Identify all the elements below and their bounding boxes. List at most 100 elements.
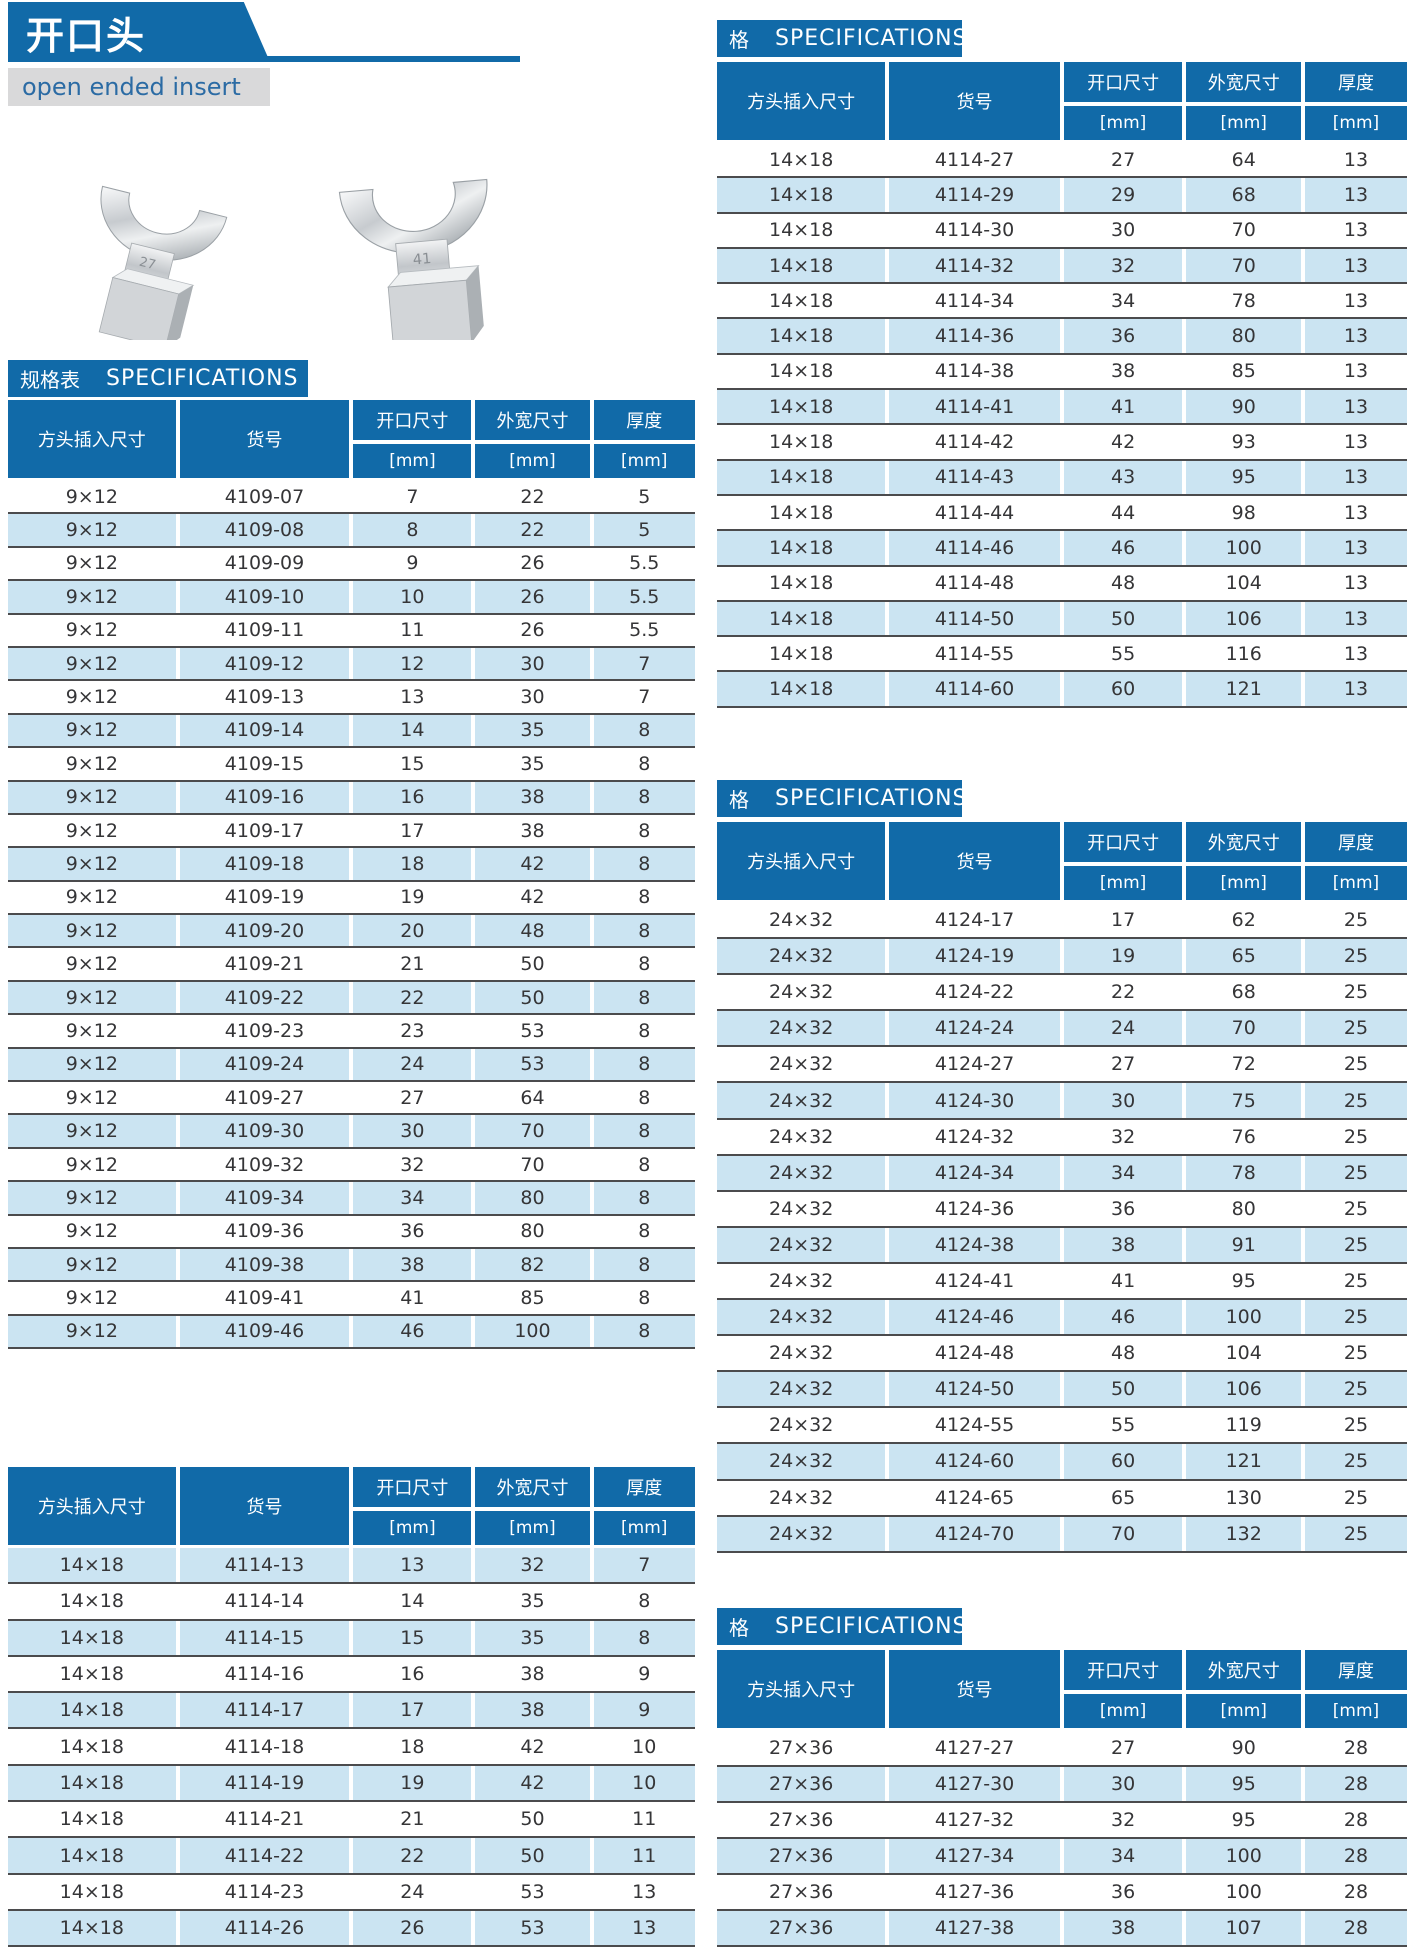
- table-cell: 4109-12: [179, 647, 350, 680]
- table-cell: 4109-34: [179, 1182, 350, 1214]
- table-row: 14×18 4114-41 41 90 13: [717, 390, 1407, 426]
- table-cell: 30: [475, 647, 590, 680]
- table-cell: 4124-46: [889, 1300, 1060, 1335]
- table-cell: 12: [353, 647, 472, 680]
- table-cell: 5.5: [629, 619, 660, 642]
- table-cell: 13: [1304, 178, 1407, 212]
- table-cell: 13: [1343, 642, 1369, 665]
- table-header: 方头插入尺寸 货号 开口尺寸 外宽尺寸 厚度 [mm] [mm] [mm]: [8, 1467, 695, 1545]
- table-row: 14×18 4114-21 21 50 11: [8, 1802, 695, 1839]
- table-cell: 4109-13: [224, 686, 305, 709]
- table-cell: 13: [1343, 431, 1369, 454]
- table-row: 24×32 4124-24 24 70 25: [717, 1011, 1407, 1048]
- table-cell: 8: [593, 848, 695, 880]
- table-cell: 4124-48: [934, 1342, 1015, 1365]
- table-cell: 24×32: [717, 1300, 886, 1335]
- table-row: 14×18 4114-38 38 85 13: [717, 355, 1407, 391]
- table-cell: 72: [1231, 1053, 1256, 1076]
- header-outer-width: 外宽尺寸: [1186, 822, 1301, 862]
- table-cell: 24×32: [717, 939, 886, 974]
- table-cell: 4114-42: [934, 431, 1015, 454]
- table-cell: 91: [1186, 1227, 1301, 1262]
- table-cell: 11: [400, 619, 425, 642]
- table-cell: 98: [1231, 501, 1256, 524]
- table-cell: 13: [1304, 390, 1407, 424]
- table-cell: 38: [1063, 1911, 1183, 1945]
- table-cell: 4109-09: [224, 552, 305, 575]
- table-row: 9×12 4109-20 20 48 8: [8, 915, 695, 949]
- table-cell: 9×12: [8, 1182, 176, 1214]
- table-cell: 4114-38: [934, 360, 1015, 383]
- table-cell: 14×18: [769, 431, 834, 454]
- table-cell: 76: [1231, 1125, 1256, 1148]
- table-cell: 35: [475, 1620, 590, 1655]
- table-row: 14×18 4114-44 44 98 13: [717, 496, 1407, 532]
- table-body: 14×18 4114-27 27 64 13 14×18 4114-29 29 68 13 14×1…: [717, 143, 1407, 708]
- table-cell: 4114-41: [889, 390, 1060, 424]
- table-cell: 14×18: [769, 219, 834, 242]
- table-cell: 14×18: [769, 289, 834, 312]
- header-item-no: 货号: [179, 1467, 350, 1545]
- table-cell: 14×18: [8, 1620, 176, 1655]
- table-cell: 9×12: [8, 514, 176, 546]
- table-cell: 8: [593, 1620, 695, 1655]
- table-cell: 14×18: [59, 1880, 124, 1903]
- table-cell: 27×36: [717, 1911, 886, 1945]
- table-cell: 35: [520, 752, 545, 775]
- header-thickness: 厚度: [1304, 1650, 1407, 1690]
- table-cell: 27×36: [769, 1737, 834, 1759]
- table-row: 24×32 4124-30 30 75 25: [717, 1083, 1407, 1120]
- table-cell: 36: [1111, 1881, 1136, 1903]
- table-row: 24×32 4124-65 65 130 25: [717, 1481, 1407, 1517]
- table-cell: 100: [1186, 1839, 1301, 1873]
- table-cell: 14×18: [8, 1548, 176, 1583]
- table-cell: 24×32: [769, 909, 834, 932]
- table-cell: 17: [1111, 909, 1136, 932]
- table-cell: 8: [638, 886, 651, 909]
- table-cell: 4114-46: [889, 531, 1060, 565]
- table-cell: 24×32: [769, 1486, 834, 1509]
- table-row: 14×18 4114-29 29 68 13: [717, 178, 1407, 214]
- table-cell: 9×12: [8, 1315, 176, 1348]
- table-cell: 15: [400, 752, 425, 775]
- table-cell: 19: [353, 1765, 472, 1801]
- header-unit-mm: [mm]: [593, 444, 695, 478]
- table-cell: 34: [1111, 289, 1136, 312]
- table-cell: 26: [353, 1910, 472, 1946]
- table-cell: 14×18: [769, 501, 834, 524]
- table-cell: 10: [632, 1735, 657, 1758]
- table-cell: 4124-22: [934, 981, 1015, 1004]
- table-cell: 62: [1231, 909, 1256, 932]
- table-cell: 27×36: [769, 1881, 834, 1903]
- table-cell: 4127-34: [889, 1839, 1060, 1873]
- table-cell: 42: [520, 886, 545, 909]
- table-cell: 100: [1225, 1881, 1262, 1903]
- table-row: 9×12 4109-27 27 64 8: [8, 1082, 695, 1116]
- table-cell: 4127-36: [934, 1881, 1015, 1903]
- header-unit-mm: [mm]: [593, 1511, 695, 1545]
- table-cell: 35: [520, 1590, 545, 1613]
- table-cell: 22: [475, 514, 590, 546]
- header-square-insert-size: 方头插入尺寸: [8, 1467, 176, 1545]
- table-cell: 43: [1063, 460, 1183, 494]
- header-unit-mm: [mm]: [1063, 106, 1183, 140]
- table-cell: 15: [353, 1620, 472, 1655]
- table-cell: 4114-50: [889, 601, 1060, 636]
- table-row: 27×36 4127-36 36 100 28: [717, 1875, 1407, 1911]
- table-row: 24×32 4124-55 55 119 25: [717, 1408, 1407, 1445]
- table-cell: 34: [1063, 1839, 1183, 1873]
- header-unit-mm: [mm]: [475, 1511, 590, 1545]
- table-cell: 50: [1063, 601, 1183, 636]
- table-row: 24×32 4124-27 27 72 25: [717, 1047, 1407, 1084]
- table-cell: 7: [593, 1548, 695, 1583]
- table-cell: 8: [638, 1590, 651, 1613]
- table-cell: 4114-16: [224, 1663, 305, 1686]
- table-cell: 30: [1063, 1083, 1183, 1118]
- table-cell: 25: [1304, 939, 1407, 974]
- table-cell: 11: [593, 1838, 695, 1873]
- table-cell: 78: [1231, 289, 1256, 312]
- table-cell: 42: [520, 1735, 545, 1758]
- table-row: 14×18 4114-16 16 38 9: [8, 1657, 695, 1694]
- table-cell: 38: [1063, 1227, 1183, 1262]
- table-cell: 4109-20: [179, 915, 350, 947]
